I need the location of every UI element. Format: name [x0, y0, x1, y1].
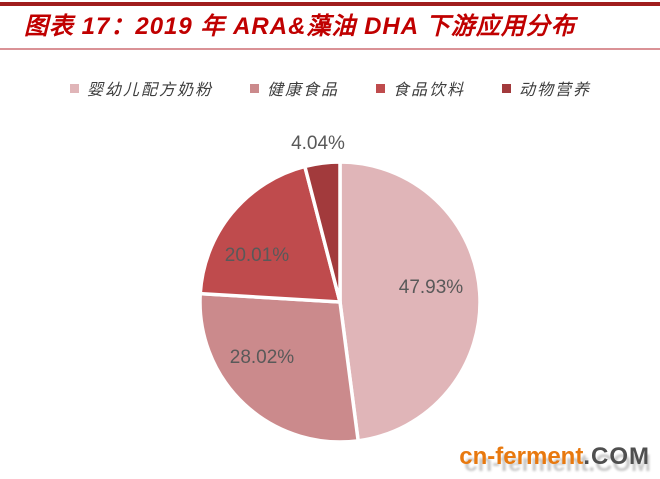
legend-label: 健康食品 [267, 82, 340, 99]
legend-swatch-icon [502, 83, 512, 93]
pie-slice-3 [303, 160, 342, 304]
watermark-text: cn-ferment.COM [459, 443, 650, 470]
legend-label: 动物营养 [519, 82, 592, 99]
legend-item-health-food: 健康食品 [250, 76, 339, 100]
title-divider [0, 48, 660, 50]
pie-data-label: 28.02% [230, 347, 295, 368]
pie-slice-0 [338, 160, 482, 443]
watermark-logo: cn-ferment.COM cn-ferment.COM [459, 443, 651, 476]
watermark-tld: .COM [583, 442, 650, 470]
pie-slice-2 [198, 164, 342, 304]
pie-data-label: 4.04% [291, 133, 345, 154]
pie-slice-1 [198, 291, 360, 444]
watermark-site: cn-ferment [459, 442, 584, 470]
legend-item-infant-formula: 婴幼儿配方奶粉 [70, 76, 213, 100]
chart-legend: 婴幼儿配方奶粉 健康食品 食品饮料 动物营养 [70, 76, 591, 100]
legend-item-food-beverage: 食品饮料 [376, 76, 465, 100]
pie-data-label: 47.93% [399, 277, 464, 298]
legend-swatch-icon [376, 83, 386, 93]
legend-swatch-icon [250, 83, 260, 93]
legend-label: 食品饮料 [393, 82, 466, 99]
pie-data-label: 20.01% [225, 245, 290, 266]
legend-item-animal-nutrition: 动物营养 [502, 76, 591, 100]
watermark-ghost: cn-ferment.COM [464, 449, 651, 477]
chart-title: 图表 17：2019 年 ARA&藻油 DHA 下游应用分布 [24, 13, 576, 40]
legend-label: 婴幼儿配方奶粉 [87, 82, 214, 99]
legend-swatch-icon [70, 83, 79, 93]
header-top-rule [0, 2, 660, 6]
